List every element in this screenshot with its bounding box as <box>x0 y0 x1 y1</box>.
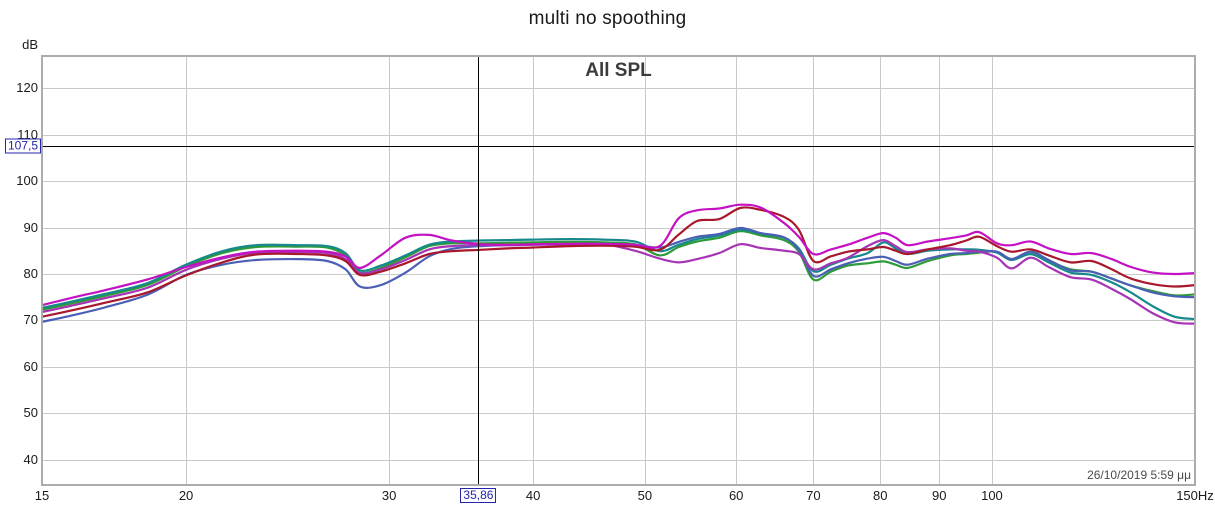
y-tick-label: 70 <box>23 312 38 328</box>
x-tick-label: 30 <box>381 488 397 503</box>
blue-trace <box>42 226 1195 323</box>
x-tick-label: 70 <box>806 488 821 503</box>
y-tick-label: 90 <box>23 219 38 235</box>
cursor-frequency-readout[interactable]: 35,86 <box>460 488 497 503</box>
plot-frame <box>41 55 1196 486</box>
red-trace <box>42 206 1195 318</box>
y-tick-label: 80 <box>23 265 38 281</box>
traces <box>42 203 1195 325</box>
cursor-crosshair[interactable] <box>42 56 1195 485</box>
x-tick-label: 50 <box>637 488 653 503</box>
x-tick-label: 100 <box>981 488 1003 503</box>
x-tick-label: 40 <box>525 488 541 503</box>
chart-title: multi no spoothing <box>528 8 687 29</box>
x-tick-label: 20 <box>178 488 194 503</box>
x-tick-label: 15 <box>34 488 50 503</box>
y-tick-label: 120 <box>16 80 38 96</box>
y-tick-label: 40 <box>23 451 38 467</box>
violet-trace <box>42 239 1195 325</box>
magenta-trace <box>42 203 1195 307</box>
y-tick-label: 100 <box>16 173 38 189</box>
teal-trace <box>42 228 1195 321</box>
cursor-level-readout[interactable]: 107,5 <box>4 138 41 154</box>
y-axis-unit-label: dB <box>22 37 38 52</box>
x-tick-label: 80 <box>872 488 888 503</box>
y-tick-label: 60 <box>23 358 38 374</box>
x-tick-label: 60 <box>728 488 744 503</box>
y-tick-label: 50 <box>23 405 38 421</box>
plot-background <box>42 56 1195 485</box>
x-tick-label: 150Hz <box>1176 488 1214 503</box>
y-tick-label: 110 <box>17 126 38 142</box>
x-tick-label: 90 <box>931 488 947 503</box>
gridlines <box>42 56 1195 485</box>
